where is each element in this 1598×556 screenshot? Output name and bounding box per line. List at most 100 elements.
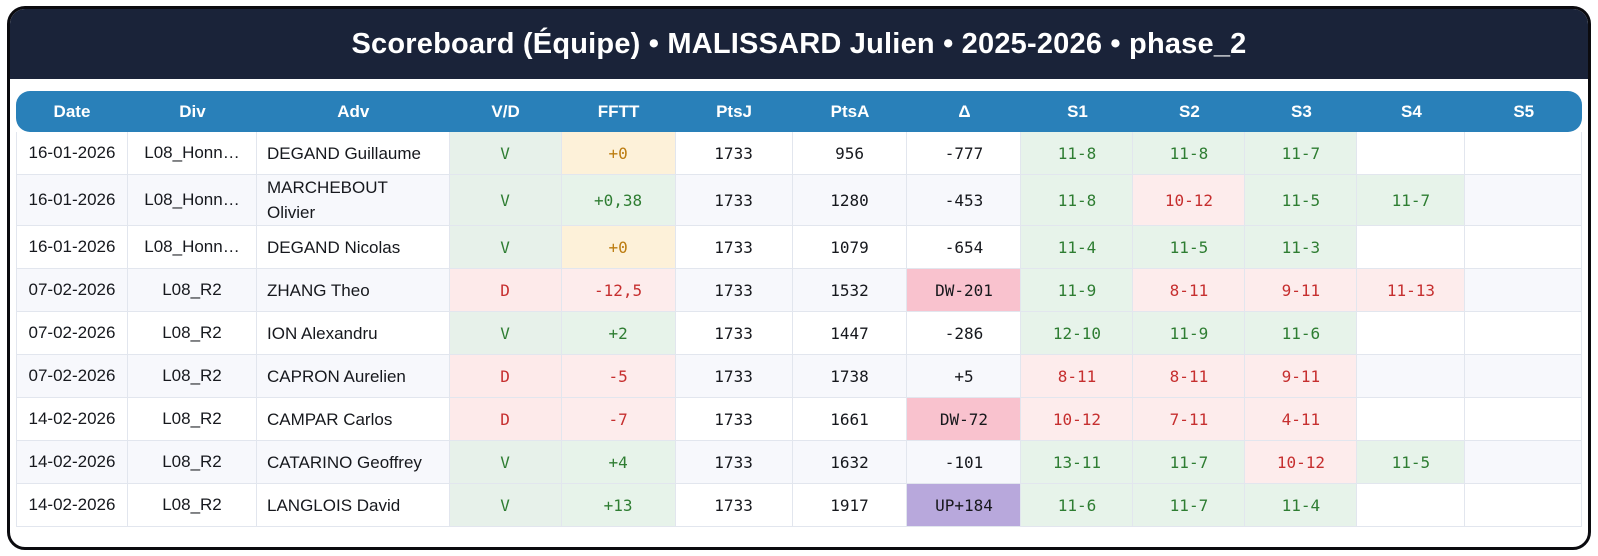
cell-ptsj: 1733 <box>675 484 793 527</box>
cell-s5 <box>1465 269 1582 312</box>
cell-s4 <box>1357 312 1466 355</box>
cell-delta: DW-201 <box>907 269 1022 312</box>
table-row: 16-01-2026 L08_Honn… MARCHEBOUT Olivier … <box>16 175 1582 226</box>
cell-s3: 9-11 <box>1245 269 1358 312</box>
cell-ptsj: 1733 <box>675 132 793 175</box>
scoreboard-card: Scoreboard (Équipe) • MALISSARD Julien •… <box>7 6 1591 550</box>
cell-s4 <box>1357 355 1466 398</box>
cell-ptsa: 956 <box>792 132 908 175</box>
cell-ptsj: 1733 <box>675 398 793 441</box>
cell-adv: ZHANG Theo <box>257 269 450 312</box>
cell-delta: DW-72 <box>907 398 1022 441</box>
table-row: 14-02-2026 L08_R2 CATARINO Geoffrey V +4… <box>16 441 1582 484</box>
table-row: 14-02-2026 L08_R2 CAMPAR Carlos D -7 173… <box>16 398 1582 441</box>
cell-date: 14-02-2026 <box>16 441 128 484</box>
cell-s2: 11-5 <box>1133 226 1246 269</box>
cell-s2: 10-12 <box>1133 175 1246 226</box>
cell-ptsa: 1917 <box>792 484 908 527</box>
cell-s3: 11-7 <box>1245 132 1358 175</box>
cell-div: L08_R2 <box>127 398 257 441</box>
cell-delta: -777 <box>907 132 1022 175</box>
cell-s2: 8-11 <box>1133 355 1246 398</box>
cell-adv: DEGAND Nicolas <box>257 226 450 269</box>
cell-ptsa: 1447 <box>792 312 908 355</box>
cell-ptsa: 1532 <box>792 269 908 312</box>
col-header-div: Div <box>127 91 257 132</box>
cell-s3: 11-4 <box>1245 484 1358 527</box>
cell-date: 07-02-2026 <box>16 355 128 398</box>
cell-div: L08_R2 <box>127 484 257 527</box>
title-bar: Scoreboard (Équipe) • MALISSARD Julien •… <box>10 9 1588 79</box>
cell-div: L08_R2 <box>127 269 257 312</box>
cell-adv: LANGLOIS David <box>257 484 450 527</box>
cell-fftt: +0 <box>561 132 676 175</box>
cell-fftt: -12,5 <box>561 269 676 312</box>
results-table: Date Div Adv V/D FFTT PtsJ PtsA Δ S1 S2 … <box>16 91 1582 527</box>
cell-s4: 11-13 <box>1357 269 1466 312</box>
cell-s3: 11-3 <box>1245 226 1358 269</box>
cell-s1: 12-10 <box>1021 312 1134 355</box>
cell-s5 <box>1465 441 1582 484</box>
table-row: 07-02-2026 L08_R2 CAPRON Aurelien D -5 1… <box>16 355 1582 398</box>
col-header-s3: S3 <box>1245 91 1358 132</box>
cell-fftt: +13 <box>561 484 676 527</box>
cell-s3: 11-5 <box>1245 175 1358 226</box>
cell-s5 <box>1465 226 1582 269</box>
cell-date: 14-02-2026 <box>16 398 128 441</box>
cell-fftt: -5 <box>561 355 676 398</box>
cell-date: 16-01-2026 <box>16 175 128 226</box>
cell-vd: D <box>449 398 562 441</box>
cell-s2: 11-7 <box>1133 441 1246 484</box>
cell-delta: -453 <box>907 175 1022 226</box>
cell-s4 <box>1357 226 1466 269</box>
table-container: Date Div Adv V/D FFTT PtsJ PtsA Δ S1 S2 … <box>10 79 1588 527</box>
col-header-vd: V/D <box>449 91 562 132</box>
cell-s1: 11-6 <box>1021 484 1134 527</box>
col-header-s1: S1 <box>1021 91 1134 132</box>
col-header-s4: S4 <box>1357 91 1466 132</box>
page-title: Scoreboard (Équipe) • MALISSARD Julien •… <box>351 27 1247 60</box>
cell-delta: +5 <box>907 355 1022 398</box>
cell-vd: D <box>449 269 562 312</box>
cell-ptsj: 1733 <box>675 269 793 312</box>
cell-s4 <box>1357 398 1466 441</box>
col-header-s2: S2 <box>1133 91 1246 132</box>
cell-s5 <box>1465 398 1582 441</box>
cell-s3: 4-11 <box>1245 398 1358 441</box>
cell-vd: V <box>449 175 562 226</box>
cell-s5 <box>1465 175 1582 226</box>
cell-ptsj: 1733 <box>675 226 793 269</box>
col-header-fftt: FFTT <box>561 91 676 132</box>
cell-ptsj: 1733 <box>675 441 793 484</box>
cell-date: 07-02-2026 <box>16 312 128 355</box>
cell-date: 16-01-2026 <box>16 226 128 269</box>
cell-s2: 7-11 <box>1133 398 1246 441</box>
cell-s4: 11-5 <box>1357 441 1466 484</box>
cell-ptsa: 1280 <box>792 175 908 226</box>
cell-adv: CAPRON Aurelien <box>257 355 450 398</box>
cell-div: L08_Honn… <box>127 132 257 175</box>
cell-div: L08_R2 <box>127 312 257 355</box>
cell-s4 <box>1357 484 1466 527</box>
cell-s2: 11-9 <box>1133 312 1246 355</box>
cell-s5 <box>1465 355 1582 398</box>
cell-delta: -654 <box>907 226 1022 269</box>
cell-s5 <box>1465 484 1582 527</box>
table-row: 16-01-2026 L08_Honn… DEGAND Guillaume V … <box>16 132 1582 175</box>
cell-div: L08_R2 <box>127 355 257 398</box>
cell-ptsa: 1661 <box>792 398 908 441</box>
cell-s4 <box>1357 132 1466 175</box>
table-row: 16-01-2026 L08_Honn… DEGAND Nicolas V +0… <box>16 226 1582 269</box>
col-header-delta: Δ <box>907 91 1022 132</box>
cell-adv: CATARINO Geoffrey <box>257 441 450 484</box>
cell-s5 <box>1465 132 1582 175</box>
col-header-s5: S5 <box>1465 91 1582 132</box>
cell-s2: 11-7 <box>1133 484 1246 527</box>
cell-date: 16-01-2026 <box>16 132 128 175</box>
cell-fftt: -7 <box>561 398 676 441</box>
cell-adv: CAMPAR Carlos <box>257 398 450 441</box>
cell-s1: 13-11 <box>1021 441 1134 484</box>
cell-vd: V <box>449 441 562 484</box>
cell-ptsj: 1733 <box>675 355 793 398</box>
cell-delta: -101 <box>907 441 1022 484</box>
